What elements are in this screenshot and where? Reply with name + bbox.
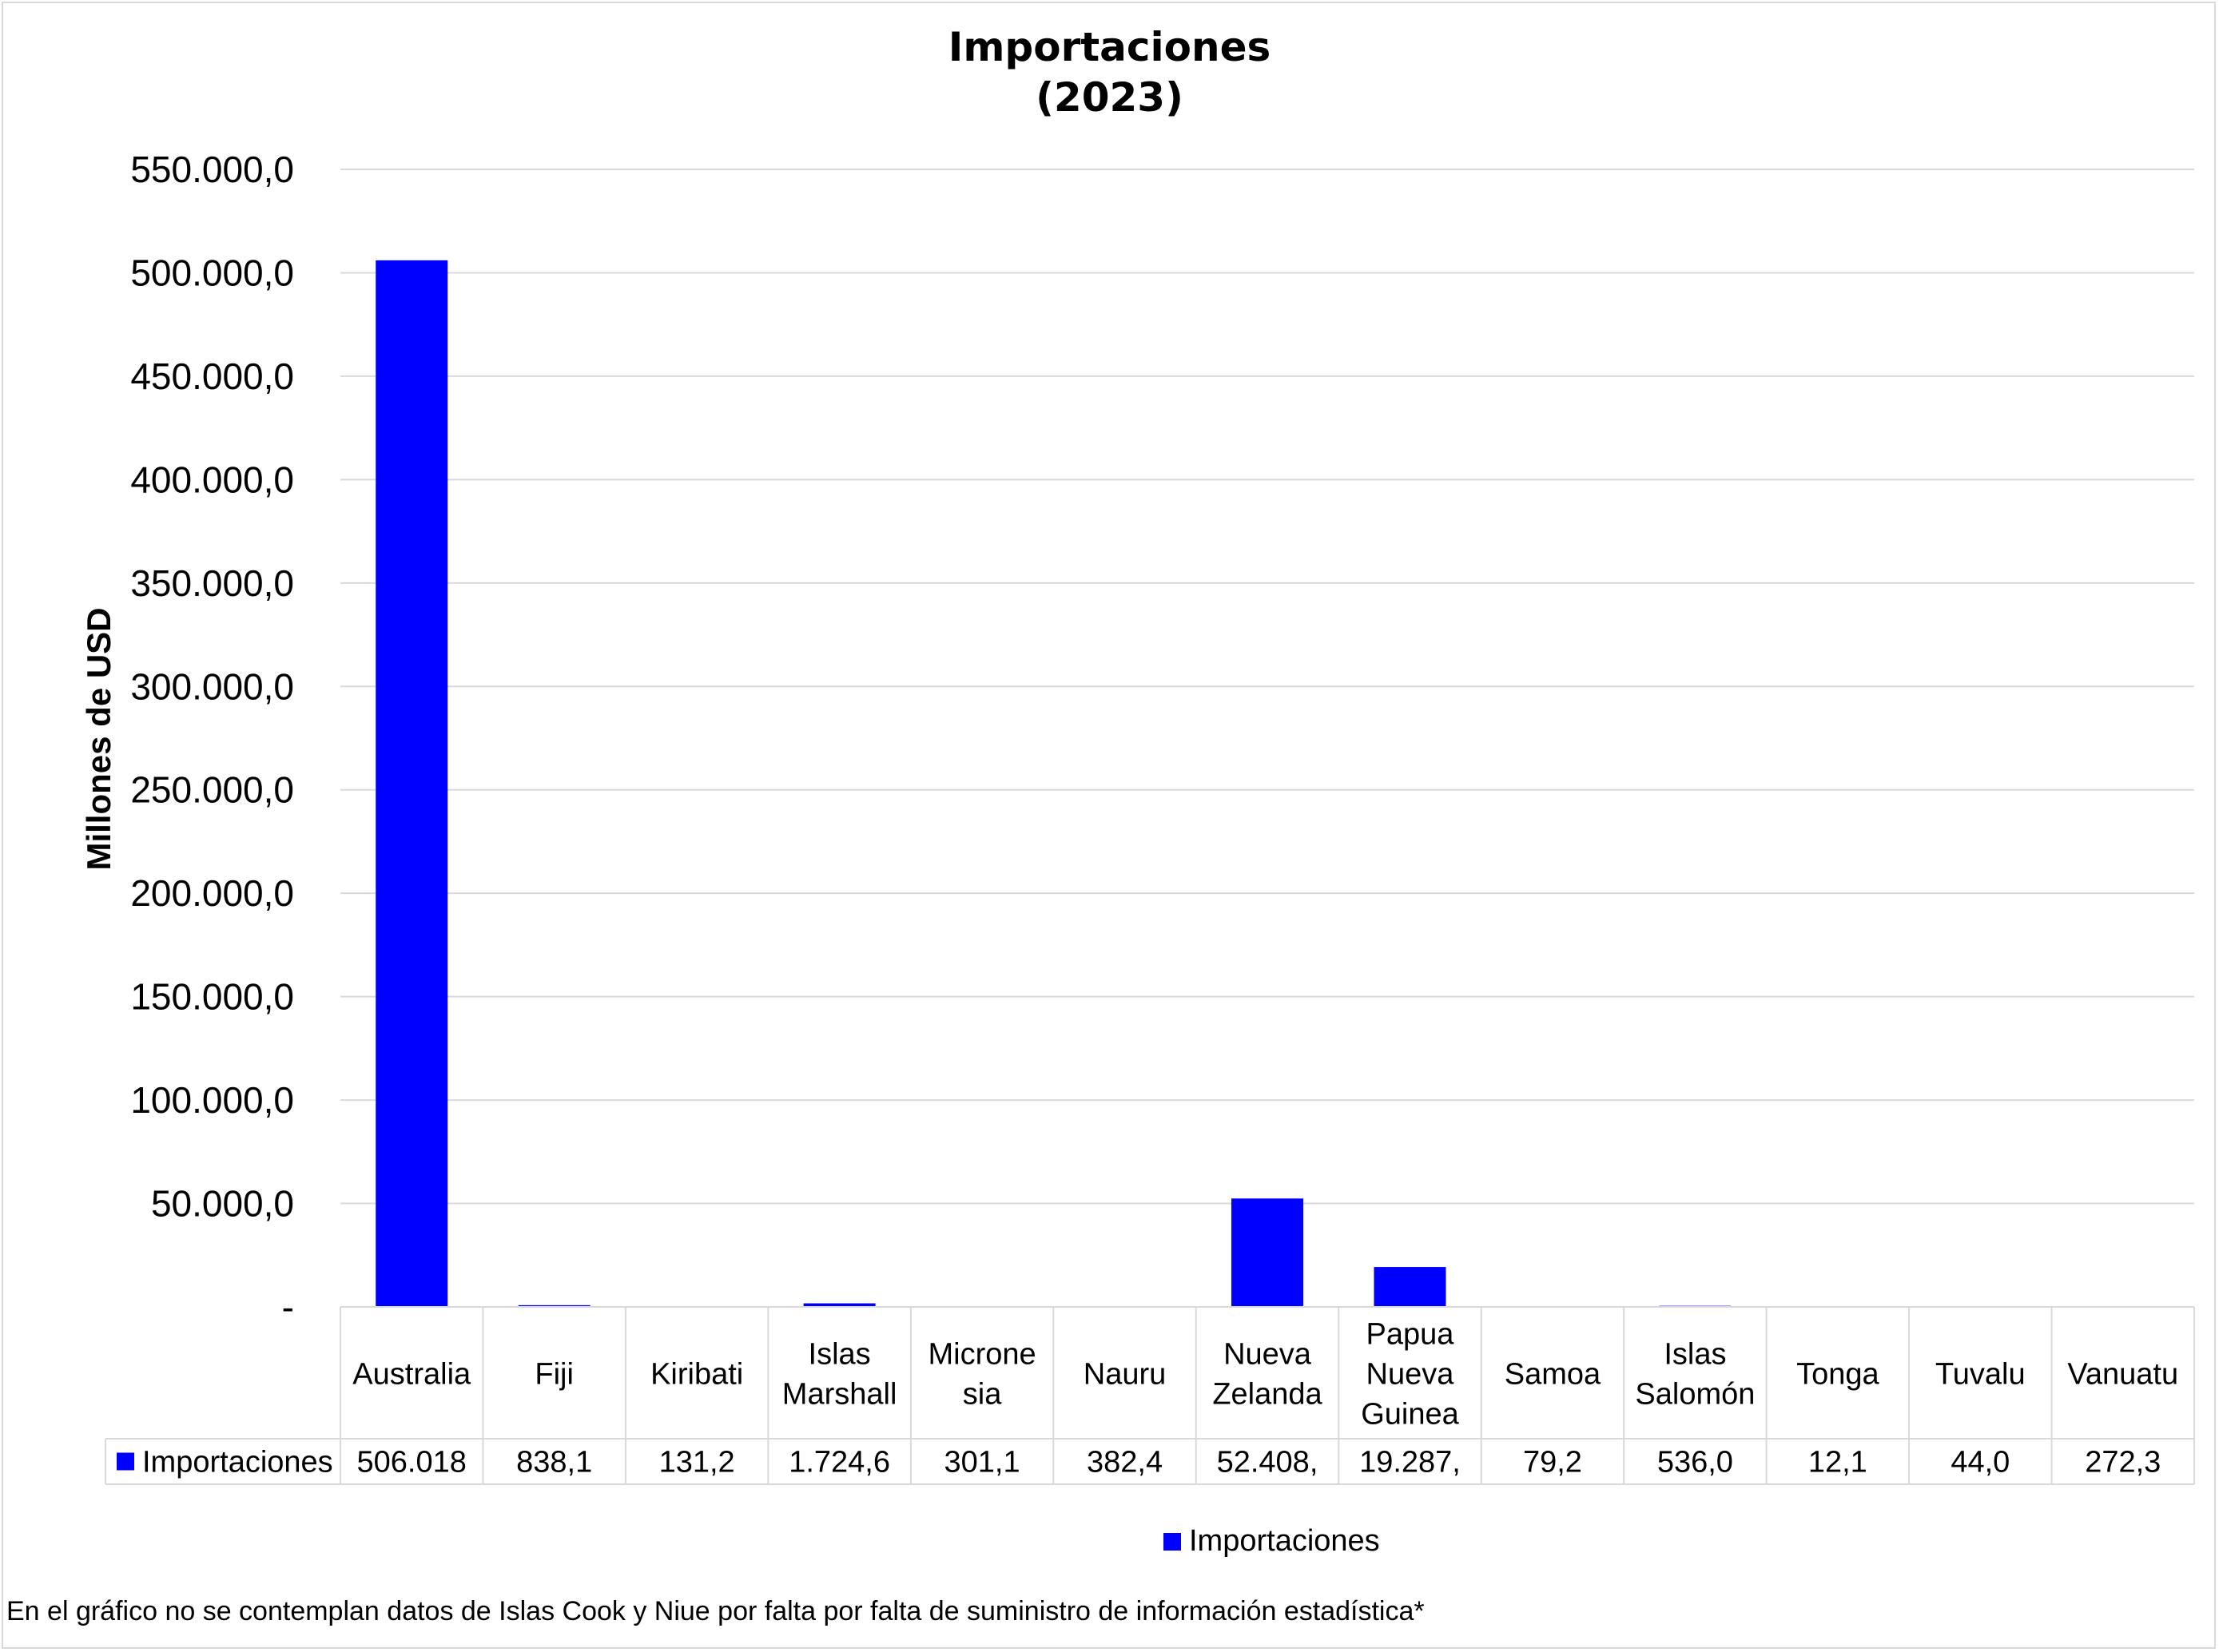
- x-tick-label: Zelanda: [1212, 1378, 1322, 1412]
- x-tick-label: Microne: [928, 1338, 1036, 1372]
- x-tick-label: sia: [963, 1378, 1002, 1412]
- data-label: 79,2: [1523, 1446, 1582, 1479]
- bar: [376, 260, 448, 1307]
- data-label: 19.287,: [1359, 1446, 1461, 1479]
- y-tick-label: 250.000,0: [130, 769, 294, 811]
- bar: [803, 1303, 876, 1307]
- data-label: 382,4: [1087, 1446, 1163, 1479]
- data-label: 301,1: [944, 1446, 1020, 1479]
- y-tick-label: 450.000,0: [130, 355, 294, 397]
- data-label: 506.018: [357, 1446, 467, 1479]
- bar-chart: - 50.000,0 100.000,0 150.000,0 200.000,0 250.…: [80, 149, 2195, 1485]
- data-label: 12,1: [1808, 1446, 1867, 1479]
- table-series-name: Importaciones: [142, 1446, 333, 1479]
- x-tick-label: Nueva: [1366, 1358, 1455, 1392]
- y-tick-label: 500.000,0: [130, 252, 294, 293]
- legend-label: Importaciones: [1189, 1524, 1380, 1558]
- bar: [518, 1305, 591, 1307]
- data-label: 44,0: [1951, 1446, 2010, 1479]
- data-label: 1.724,6: [789, 1446, 890, 1479]
- legend: Importaciones: [1163, 1524, 1380, 1559]
- x-tick-label: Islas: [809, 1338, 871, 1372]
- bar: [1231, 1198, 1303, 1307]
- x-tick-label: Fiji: [535, 1358, 574, 1392]
- y-tick-label: 550.000,0: [130, 149, 294, 190]
- data-label: 52.408,: [1217, 1446, 1318, 1479]
- y-tick-label: 100.000,0: [130, 1079, 294, 1121]
- footnote: En el gráfico no se contemplan datos de …: [6, 1596, 1425, 1626]
- y-axis-title: Millones de USD: [80, 607, 117, 870]
- x-tick-label: Tonga: [1796, 1358, 1879, 1392]
- y-tick-label: 400.000,0: [130, 459, 294, 500]
- chart-subtitle: (2023): [1036, 74, 1183, 121]
- x-tick-label: Guinea: [1361, 1398, 1459, 1432]
- legend-swatch: [1163, 1532, 1181, 1551]
- x-tick-label: Kiribati: [650, 1358, 743, 1392]
- y-tick-label: 150.000,0: [130, 976, 294, 1018]
- x-tick-label: Vanuatu: [2067, 1358, 2178, 1392]
- table-legend-swatch: [117, 1452, 134, 1471]
- x-tick-label: Nueva: [1223, 1338, 1312, 1372]
- x-tick-label: Marshall: [782, 1378, 897, 1412]
- y-tick-label: 50.000,0: [151, 1183, 294, 1225]
- data-label: 838,1: [516, 1446, 592, 1479]
- y-tick-label: -: [282, 1286, 294, 1328]
- x-tick-label: Tuvalu: [1935, 1358, 2026, 1392]
- y-tick-label: 350.000,0: [130, 562, 294, 604]
- data-label: 272,3: [2085, 1446, 2161, 1479]
- x-tick-label: Nauru: [1084, 1358, 1167, 1392]
- x-tick-label: Papua: [1366, 1318, 1455, 1352]
- bar: [1374, 1267, 1446, 1307]
- y-tick-label: 300.000,0: [130, 665, 294, 707]
- x-tick-label: Australia: [352, 1358, 471, 1392]
- y-tick-label: 200.000,0: [130, 872, 294, 914]
- x-tick-label: Islas: [1664, 1338, 1726, 1372]
- chart-title: Importaciones: [948, 24, 1271, 70]
- data-label: 131,2: [659, 1446, 735, 1479]
- data-label: 536,0: [1657, 1446, 1733, 1479]
- x-tick-label: Salomón: [1635, 1378, 1755, 1412]
- x-tick-label: Samoa: [1505, 1358, 1601, 1392]
